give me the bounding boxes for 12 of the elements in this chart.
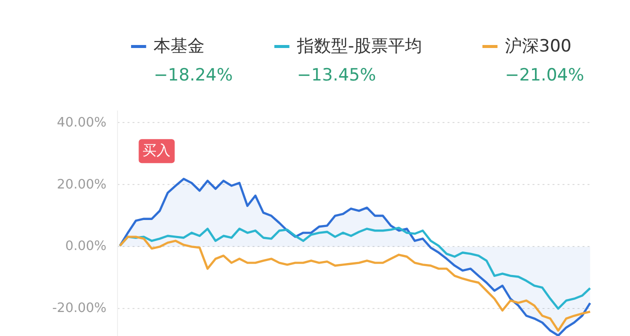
y-tick-label: 40.00% xyxy=(56,115,107,130)
text: −13.45% xyxy=(296,66,376,86)
legend-label: 本基金 xyxy=(154,36,205,56)
text: −21.04% xyxy=(505,66,584,86)
legend-label: 沪深300 xyxy=(505,36,572,56)
y-tick-label: 0.00% xyxy=(65,239,107,254)
y-tick-label: -20.00% xyxy=(52,301,107,316)
annotation: 买入 xyxy=(142,143,171,160)
text: −18.24% xyxy=(154,66,233,86)
y-tick-label: 20.00% xyxy=(56,177,107,192)
line-series xyxy=(118,236,592,332)
legend-label: 指数型-股票平均 xyxy=(296,36,422,56)
